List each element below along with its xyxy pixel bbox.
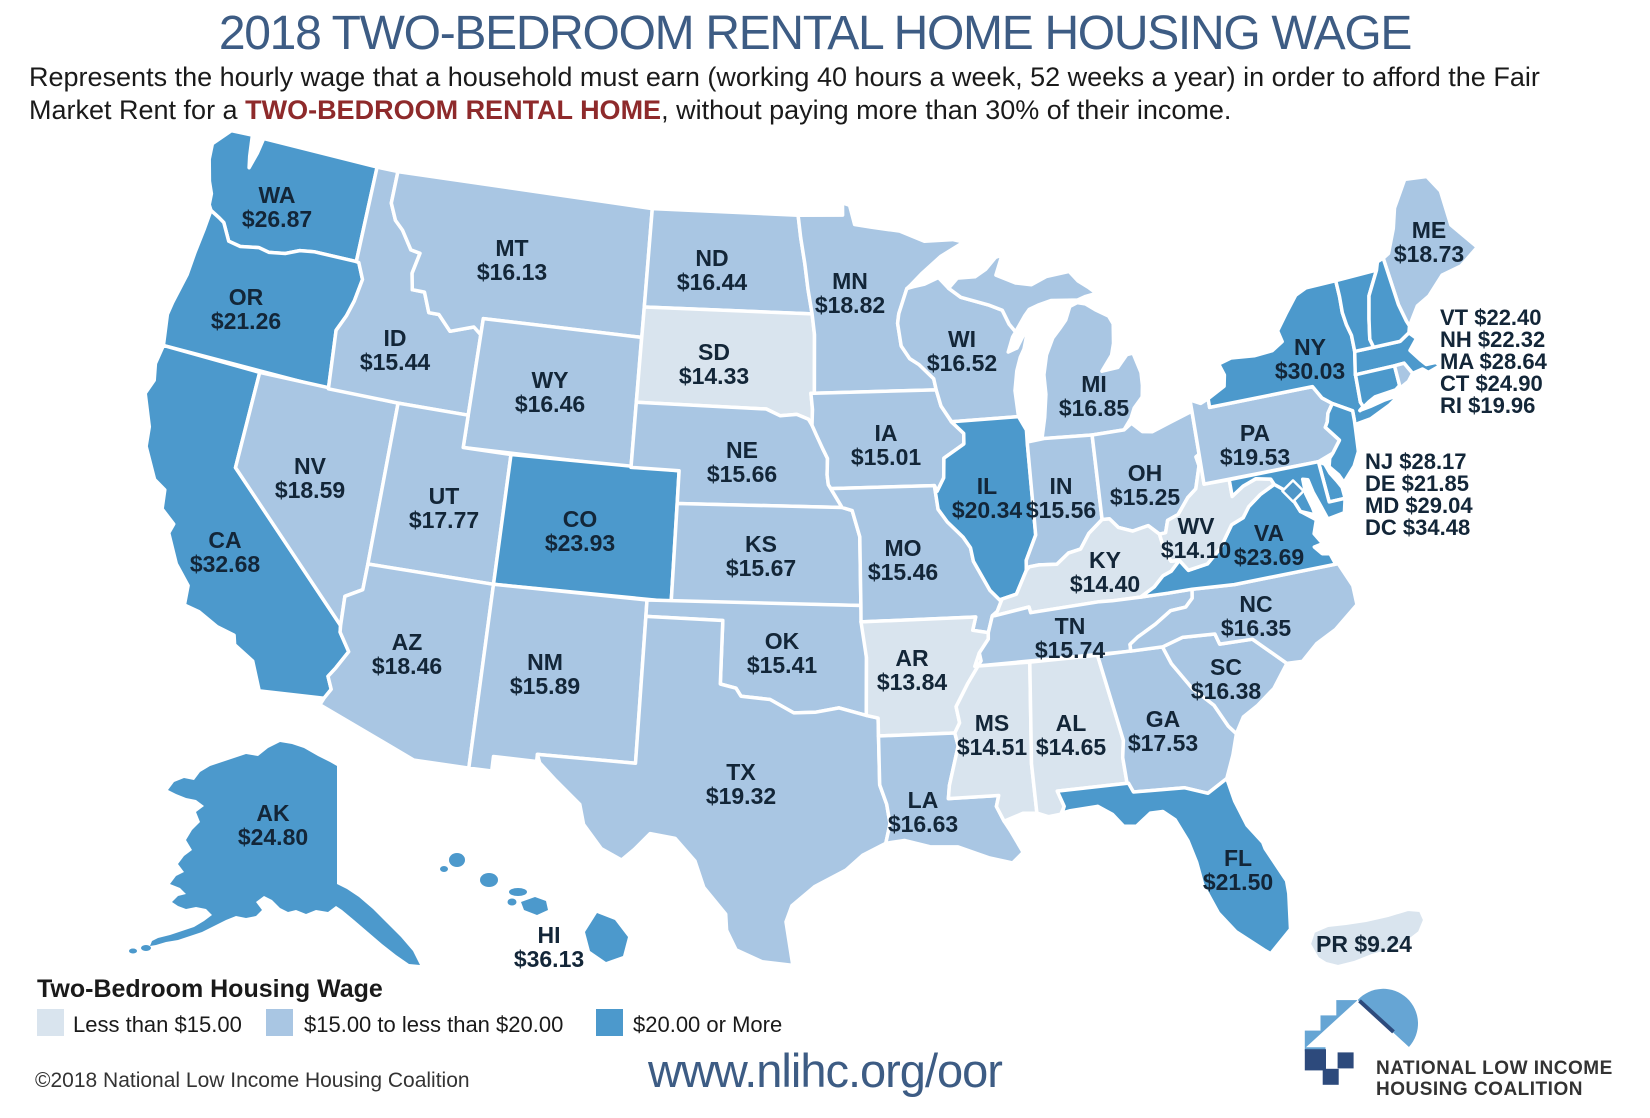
svg-text:NATIONAL LOW INCOME: NATIONAL LOW INCOME bbox=[1376, 1058, 1613, 1079]
svg-text:$15.01: $15.01 bbox=[851, 444, 922, 470]
svg-text:$18.73: $18.73 bbox=[1394, 241, 1464, 267]
svg-text:NV: NV bbox=[294, 453, 327, 479]
svg-text:ID: ID bbox=[384, 325, 407, 351]
svg-text:$21.26: $21.26 bbox=[211, 308, 281, 334]
svg-text:AK: AK bbox=[256, 800, 290, 826]
svg-text:$16.52: $16.52 bbox=[927, 350, 997, 376]
svg-text:$14.65: $14.65 bbox=[1036, 734, 1107, 760]
svg-text:FL: FL bbox=[1224, 845, 1252, 871]
svg-text:$16.63: $16.63 bbox=[888, 811, 958, 837]
svg-text:$32.68: $32.68 bbox=[190, 551, 261, 577]
svg-text:CO: CO bbox=[563, 506, 598, 532]
svg-text:LA: LA bbox=[908, 787, 939, 813]
svg-text:VA: VA bbox=[1254, 520, 1284, 546]
svg-text:PR $9.24: PR $9.24 bbox=[1316, 931, 1412, 957]
svg-text:TN: TN bbox=[1055, 613, 1086, 639]
svg-text:$17.53: $17.53 bbox=[1128, 730, 1198, 756]
svg-text:MA $28.64: MA $28.64 bbox=[1440, 349, 1548, 374]
svg-text:RI $19.96: RI $19.96 bbox=[1440, 393, 1535, 418]
svg-text:ME: ME bbox=[1412, 217, 1447, 243]
svg-text:OK: OK bbox=[765, 628, 800, 654]
svg-text:DE $21.85: DE $21.85 bbox=[1365, 471, 1469, 496]
svg-text:WI: WI bbox=[948, 326, 976, 352]
svg-text:IL: IL bbox=[977, 473, 997, 499]
svg-text:$30.03: $30.03 bbox=[1275, 358, 1345, 384]
svg-text:$17.77: $17.77 bbox=[409, 507, 479, 533]
svg-text:$19.32: $19.32 bbox=[706, 783, 776, 809]
svg-text:NM: NM bbox=[527, 649, 563, 675]
svg-text:HOUSING COALITION: HOUSING COALITION bbox=[1376, 1079, 1583, 1100]
svg-text:NY: NY bbox=[1294, 334, 1326, 360]
svg-text:NJ $28.17: NJ $28.17 bbox=[1365, 449, 1467, 474]
svg-text:$16.38: $16.38 bbox=[1191, 678, 1262, 704]
svg-text:$15.74: $15.74 bbox=[1035, 637, 1106, 663]
svg-text:$15.56: $15.56 bbox=[1026, 497, 1096, 523]
svg-text:$36.13: $36.13 bbox=[514, 946, 584, 972]
svg-text:VT $22.40: VT $22.40 bbox=[1440, 305, 1542, 330]
svg-text:OR: OR bbox=[229, 284, 264, 310]
svg-text:AZ: AZ bbox=[392, 629, 423, 655]
svg-text:$14.40: $14.40 bbox=[1070, 571, 1140, 597]
svg-text:OH: OH bbox=[1128, 460, 1163, 486]
svg-text:KS: KS bbox=[745, 531, 777, 557]
svg-text:MT: MT bbox=[495, 235, 528, 261]
svg-text:SC: SC bbox=[1210, 654, 1242, 680]
svg-text:$26.87: $26.87 bbox=[242, 206, 312, 232]
svg-text:$20.34: $20.34 bbox=[952, 497, 1023, 523]
svg-text:$16.35: $16.35 bbox=[1221, 615, 1292, 641]
svg-text:$19.53: $19.53 bbox=[1220, 444, 1290, 470]
svg-text:AL: AL bbox=[1056, 710, 1087, 736]
svg-text:GA: GA bbox=[1146, 706, 1181, 732]
svg-text:IA: IA bbox=[875, 420, 898, 446]
svg-text:$23.69: $23.69 bbox=[1234, 544, 1304, 570]
svg-text:$14.33: $14.33 bbox=[679, 363, 749, 389]
svg-text:$16.46: $16.46 bbox=[515, 391, 585, 417]
svg-text:MI: MI bbox=[1081, 371, 1107, 397]
svg-text:DC $34.48: DC $34.48 bbox=[1365, 515, 1470, 540]
svg-text:TX: TX bbox=[726, 759, 756, 785]
svg-text:$15.66: $15.66 bbox=[707, 461, 777, 487]
svg-text:KY: KY bbox=[1089, 547, 1121, 573]
svg-text:$23.93: $23.93 bbox=[545, 530, 615, 556]
svg-text:NE: NE bbox=[726, 437, 758, 463]
svg-text:$16.85: $16.85 bbox=[1059, 395, 1130, 421]
svg-text:CT $24.90: CT $24.90 bbox=[1440, 371, 1543, 396]
svg-text:MD $29.04: MD $29.04 bbox=[1365, 493, 1473, 518]
svg-text:MO: MO bbox=[884, 535, 921, 561]
svg-text:NC: NC bbox=[1239, 591, 1272, 617]
svg-text:SD: SD bbox=[698, 339, 730, 365]
svg-text:$15.89: $15.89 bbox=[510, 673, 580, 699]
svg-text:$14.10: $14.10 bbox=[1161, 537, 1231, 563]
svg-text:$21.50: $21.50 bbox=[1203, 869, 1273, 895]
svg-text:$15.67: $15.67 bbox=[726, 555, 796, 581]
svg-text:$14.51: $14.51 bbox=[957, 734, 1028, 760]
svg-text:CA: CA bbox=[208, 527, 241, 553]
svg-text:MN: MN bbox=[832, 268, 868, 294]
svg-text:$24.80: $24.80 bbox=[238, 824, 308, 850]
svg-text:PA: PA bbox=[1240, 420, 1270, 446]
svg-text:$18.46: $18.46 bbox=[372, 653, 442, 679]
svg-text:$15.44: $15.44 bbox=[360, 349, 431, 375]
svg-text:UT: UT bbox=[429, 483, 460, 509]
svg-text:IN: IN bbox=[1050, 473, 1073, 499]
svg-text:$18.82: $18.82 bbox=[815, 292, 885, 318]
svg-text:$16.44: $16.44 bbox=[677, 269, 748, 295]
svg-text:ND: ND bbox=[695, 245, 728, 271]
svg-text:$15.25: $15.25 bbox=[1110, 484, 1181, 510]
svg-text:WA: WA bbox=[258, 182, 295, 208]
svg-text:$15.41: $15.41 bbox=[747, 652, 818, 678]
svg-text:HI: HI bbox=[538, 922, 561, 948]
svg-text:NH $22.32: NH $22.32 bbox=[1440, 327, 1545, 352]
svg-text:$13.84: $13.84 bbox=[877, 669, 948, 695]
svg-text:WV: WV bbox=[1177, 513, 1215, 539]
svg-text:MS: MS bbox=[975, 710, 1010, 736]
svg-text:$15.46: $15.46 bbox=[868, 559, 938, 585]
svg-text:$18.59: $18.59 bbox=[275, 477, 345, 503]
svg-text:WY: WY bbox=[531, 367, 568, 393]
svg-text:AR: AR bbox=[895, 645, 929, 671]
svg-text:$16.13: $16.13 bbox=[477, 259, 547, 285]
